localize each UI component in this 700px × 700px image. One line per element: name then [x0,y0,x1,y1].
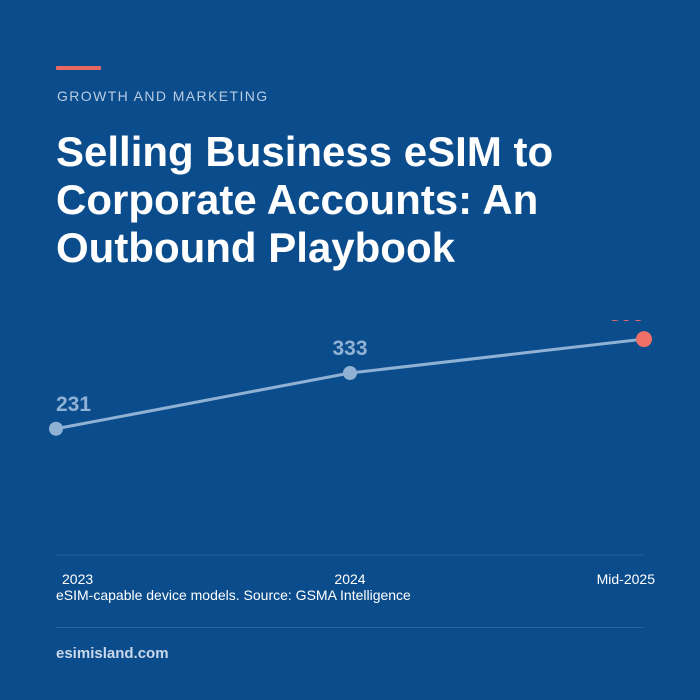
footer-divider [56,627,644,628]
data-label: 231 [56,393,91,416]
series-layer [49,331,652,436]
x-tick-label: Mid-2025 [597,571,656,587]
x-tick-label: 2023 [62,571,93,587]
data-label: 395 [609,320,644,326]
label-layer: 231 333 395 [56,320,644,416]
data-point [343,366,357,381]
article-title: Selling Business eSIM to Corporate Accou… [56,128,554,271]
chart-caption: eSIM-capable device models. Source: GSMA… [56,587,411,603]
data-label: 333 [332,337,367,360]
accent-bar [56,66,101,70]
tick-layer: 2023 2024 Mid-2025 [62,571,655,587]
site-url[interactable]: esimisland.com [56,645,169,662]
x-tick-label: 2024 [334,571,365,587]
data-point [636,331,652,348]
category-label: GROWTH AND MARKETING [57,88,269,104]
data-point [49,421,63,436]
line-chart: 231 333 395 2023 2024 Mid-2025 [49,320,655,587]
